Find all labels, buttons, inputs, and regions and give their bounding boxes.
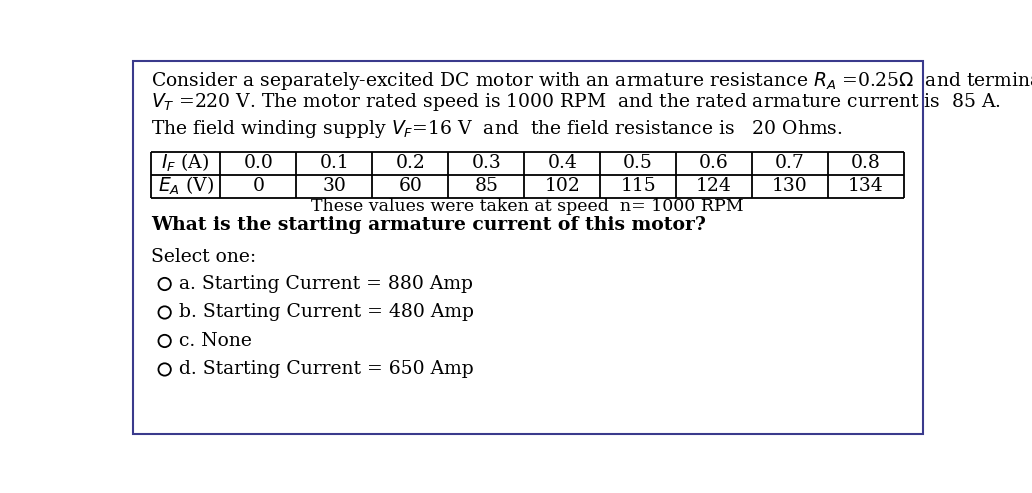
Text: 0.1: 0.1 [320, 154, 349, 172]
Text: $E_A$ (V): $E_A$ (V) [158, 175, 214, 197]
Text: 30: 30 [322, 177, 347, 195]
Text: a. Starting Current = 880 Amp: a. Starting Current = 880 Amp [179, 275, 473, 293]
Text: 0.2: 0.2 [395, 154, 425, 172]
Text: 0.7: 0.7 [775, 154, 805, 172]
Text: What is the starting armature current of this motor?: What is the starting armature current of… [151, 216, 706, 234]
FancyBboxPatch shape [133, 62, 924, 434]
Text: 0: 0 [253, 177, 264, 195]
Text: 0.8: 0.8 [851, 154, 881, 172]
Text: b. Starting Current = 480 Amp: b. Starting Current = 480 Amp [179, 304, 474, 321]
Text: Consider a separately-excited DC motor with an armature resistance $R_A$ =0.25$\: Consider a separately-excited DC motor w… [151, 70, 1032, 92]
Text: 0.0: 0.0 [244, 154, 273, 172]
Text: 134: 134 [848, 177, 883, 195]
Text: 102: 102 [544, 177, 580, 195]
Text: 85: 85 [475, 177, 498, 195]
Text: 60: 60 [398, 177, 422, 195]
Text: The field winding supply $V_F$=16 V  and  the field resistance is   20 Ohms.: The field winding supply $V_F$=16 V and … [151, 118, 842, 140]
Text: 0.5: 0.5 [623, 154, 653, 172]
Text: c. None: c. None [179, 332, 252, 350]
Text: $V_T$ =220 V. The motor rated speed is 1000 RPM  and the rated armature current : $V_T$ =220 V. The motor rated speed is 1… [151, 91, 1001, 113]
Text: Select one:: Select one: [151, 247, 256, 266]
Text: 130: 130 [772, 177, 808, 195]
Text: 0.4: 0.4 [547, 154, 577, 172]
Text: These values were taken at speed  n= 1000 RPM: These values were taken at speed n= 1000… [311, 198, 744, 215]
Text: d. Starting Current = 650 Amp: d. Starting Current = 650 Amp [179, 360, 474, 379]
Text: 124: 124 [697, 177, 732, 195]
Text: 0.3: 0.3 [472, 154, 502, 172]
Text: $I_F$ (A): $I_F$ (A) [161, 152, 209, 174]
Text: 0.6: 0.6 [700, 154, 729, 172]
Text: 115: 115 [620, 177, 656, 195]
